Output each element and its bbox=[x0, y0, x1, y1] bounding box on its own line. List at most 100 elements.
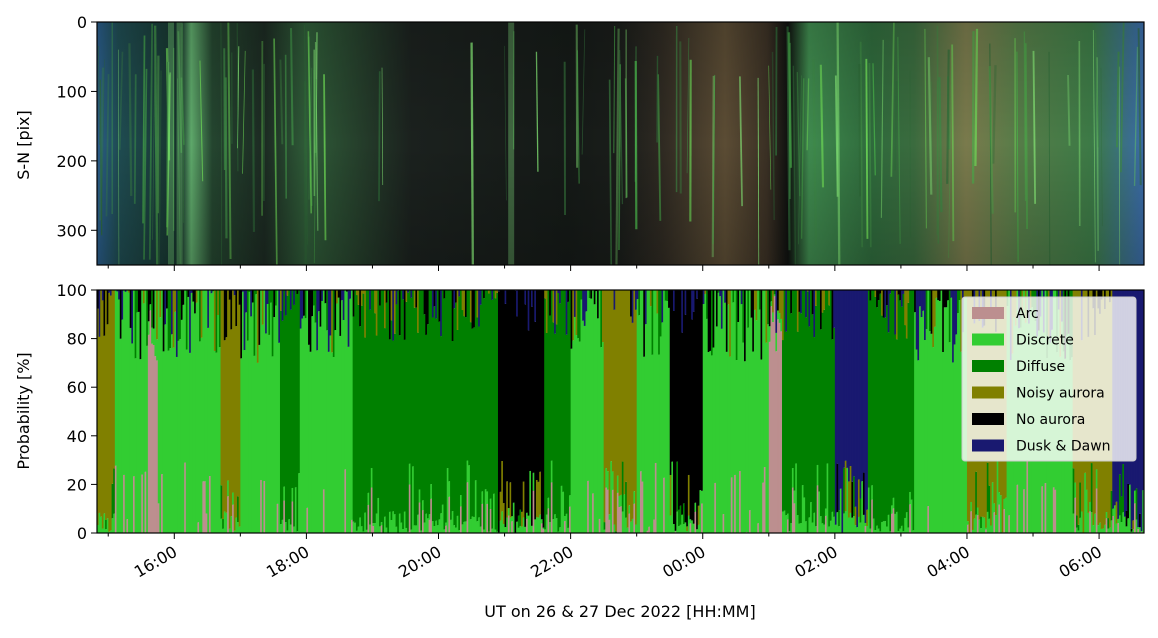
area-slice-discrete bbox=[602, 342, 605, 533]
area-slice-diffuse bbox=[895, 339, 899, 512]
area-slice-discrete bbox=[744, 361, 747, 533]
area-slice-discrete bbox=[1137, 527, 1140, 529]
area-slice-dusk-dawn bbox=[241, 290, 245, 292]
area-slice-diffuse bbox=[473, 327, 476, 517]
area-slice-diffuse bbox=[289, 309, 293, 525]
area-slice-noisy-aurora bbox=[874, 290, 877, 297]
area-slice-no-aurora bbox=[339, 290, 342, 336]
area-slice-dusk-dawn bbox=[813, 290, 816, 338]
area-slice-dusk-dawn bbox=[843, 290, 846, 468]
area-slice-discrete bbox=[583, 325, 587, 533]
area-slice-discrete bbox=[319, 326, 322, 533]
area-slice-discrete bbox=[266, 303, 270, 533]
area-slice-dusk-dawn bbox=[395, 290, 398, 305]
area-slice-discrete bbox=[777, 310, 780, 320]
area-slice-dusk-dawn bbox=[516, 290, 519, 317]
area-slice-noisy-aurora bbox=[172, 290, 175, 348]
area-slice-discrete bbox=[930, 333, 933, 533]
area-slice-discrete bbox=[243, 350, 246, 533]
area-slice-discrete bbox=[185, 349, 189, 533]
area-slice-discrete bbox=[701, 490, 704, 504]
area-slice-diffuse bbox=[446, 290, 450, 469]
area-slice-diffuse bbox=[357, 304, 360, 527]
area-slice-no-aurora bbox=[162, 290, 165, 352]
area-slice-discrete bbox=[757, 290, 760, 524]
area-slice-discrete bbox=[900, 525, 904, 533]
area-slice-arc bbox=[786, 519, 790, 533]
area-slice-discrete bbox=[218, 347, 222, 533]
area-slice-noisy-aurora bbox=[362, 290, 365, 294]
area-slice-discrete bbox=[1135, 519, 1138, 533]
area-slice-dusk-dawn bbox=[410, 290, 413, 298]
area-slice-discrete bbox=[575, 335, 578, 533]
area-slice-arc bbox=[161, 474, 164, 533]
area-slice-discrete bbox=[152, 328, 156, 345]
area-slice-diffuse bbox=[476, 317, 479, 522]
area-slice-diffuse bbox=[824, 290, 828, 509]
area-slice-diffuse bbox=[407, 292, 410, 532]
area-slice-arc bbox=[291, 501, 294, 533]
area-slice-noisy-aurora bbox=[105, 290, 108, 521]
area-slice-discrete bbox=[585, 311, 588, 533]
area-slice-discrete bbox=[230, 516, 233, 533]
area-slice-arc bbox=[616, 492, 620, 533]
area-slice-diffuse bbox=[676, 461, 679, 512]
area-slice-discrete bbox=[550, 460, 554, 483]
area-slice-diffuse bbox=[293, 304, 296, 527]
area-slice-diffuse bbox=[423, 314, 426, 523]
area-slice-arc bbox=[133, 476, 136, 533]
area-slice-discrete bbox=[410, 529, 413, 533]
area-slice-discrete bbox=[853, 515, 856, 533]
area-slice-arc bbox=[641, 481, 644, 533]
area-slice-no-aurora bbox=[697, 290, 701, 506]
area-slice-dusk-dawn bbox=[724, 290, 727, 303]
area-slice-diffuse bbox=[838, 510, 841, 527]
area-slice-diffuse bbox=[767, 290, 770, 325]
area-slice-discrete bbox=[215, 352, 218, 533]
area-slice-discrete bbox=[213, 350, 217, 533]
area-slice-diffuse bbox=[717, 290, 720, 293]
area-slice-no-aurora bbox=[385, 290, 388, 303]
area-slice-arc bbox=[564, 521, 567, 533]
area-slice-diffuse bbox=[493, 290, 496, 494]
area-slice-no-aurora bbox=[593, 290, 596, 305]
area-slice-no-aurora bbox=[473, 290, 476, 328]
legend-label: No aurora bbox=[1016, 412, 1085, 428]
area-slice-arc bbox=[154, 356, 157, 533]
area-slice-discrete bbox=[562, 491, 565, 533]
area-slice-diffuse bbox=[829, 290, 833, 521]
area-slice-discrete bbox=[932, 347, 935, 533]
area-slice-diffuse bbox=[326, 290, 329, 331]
area-slice-discrete bbox=[580, 299, 583, 533]
area-slice-diffuse bbox=[554, 333, 557, 515]
area-slice-discrete bbox=[616, 475, 620, 493]
area-slice-no-aurora bbox=[677, 290, 681, 510]
area-slice-discrete bbox=[955, 334, 958, 533]
area-slice-discrete bbox=[484, 489, 488, 533]
area-slice-discrete bbox=[780, 318, 783, 332]
area-slice-arc bbox=[114, 465, 118, 533]
area-slice-discrete bbox=[998, 492, 1001, 505]
area-slice-no-aurora bbox=[139, 290, 142, 360]
area-slice-discrete bbox=[798, 523, 801, 533]
area-slice-noisy-aurora bbox=[106, 324, 109, 519]
area-slice-discrete bbox=[223, 511, 227, 533]
area-slice-diffuse bbox=[218, 290, 222, 348]
area-slice-no-aurora bbox=[415, 290, 418, 308]
area-slice-noisy-aurora bbox=[537, 481, 540, 518]
area-slice-noisy-aurora bbox=[113, 290, 116, 469]
area-slice-discrete bbox=[867, 487, 871, 533]
area-slice-arc bbox=[421, 510, 425, 533]
area-slice-no-aurora bbox=[686, 290, 689, 527]
area-slice-discrete bbox=[124, 291, 127, 533]
area-slice-arc bbox=[1026, 460, 1029, 533]
area-slice-discrete bbox=[425, 513, 428, 533]
area-slice-discrete bbox=[1077, 530, 1080, 533]
area-slice-discrete bbox=[849, 512, 852, 533]
area-slice-diffuse bbox=[786, 290, 790, 514]
area-slice-discrete bbox=[344, 290, 347, 470]
area-slice-arc bbox=[1016, 484, 1019, 533]
area-slice-discrete bbox=[491, 528, 494, 533]
area-slice-arc bbox=[739, 470, 742, 533]
area-slice-diffuse bbox=[975, 471, 978, 515]
